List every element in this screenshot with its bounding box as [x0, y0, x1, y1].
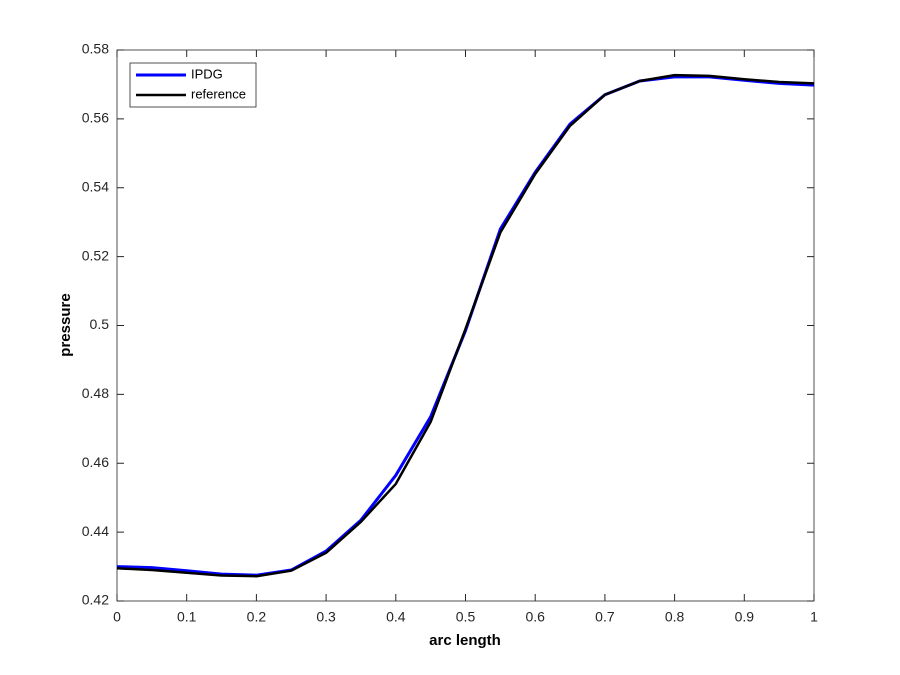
y-axis-label: pressure	[57, 293, 74, 356]
x-tick-label: 0.5	[456, 609, 476, 625]
x-tick-label: 0.4	[386, 609, 406, 625]
y-tick-label: 0.46	[82, 454, 109, 470]
y-tick-label: 0.44	[82, 523, 109, 539]
x-tick-label: 0.8	[665, 609, 685, 625]
x-tick-label: 1	[810, 609, 818, 625]
x-tick-label: 0	[113, 609, 121, 625]
y-tick-label: 0.58	[82, 41, 109, 57]
y-tick-label: 0.54	[82, 178, 109, 194]
x-tick-label: 0.7	[595, 609, 615, 625]
y-tick-label: 0.56	[82, 110, 109, 126]
legend-label: IPDG	[191, 66, 223, 81]
y-tick-label: 0.5	[90, 316, 110, 332]
series-line	[116, 73, 815, 578]
x-tick-label: 0.1	[177, 609, 197, 625]
x-tick-label: 0.3	[316, 609, 336, 625]
x-tick-label: 0.6	[525, 609, 545, 625]
y-tick-label: 0.52	[82, 247, 109, 263]
x-tick-label: 0.9	[735, 609, 755, 625]
x-tick-label: 0.2	[247, 609, 267, 625]
legend-label: reference	[191, 86, 246, 101]
x-axis-label: arc length	[429, 632, 501, 649]
y-tick-label: 0.42	[82, 592, 109, 608]
y-tick-label: 0.48	[82, 385, 109, 401]
legend-box	[129, 62, 257, 108]
